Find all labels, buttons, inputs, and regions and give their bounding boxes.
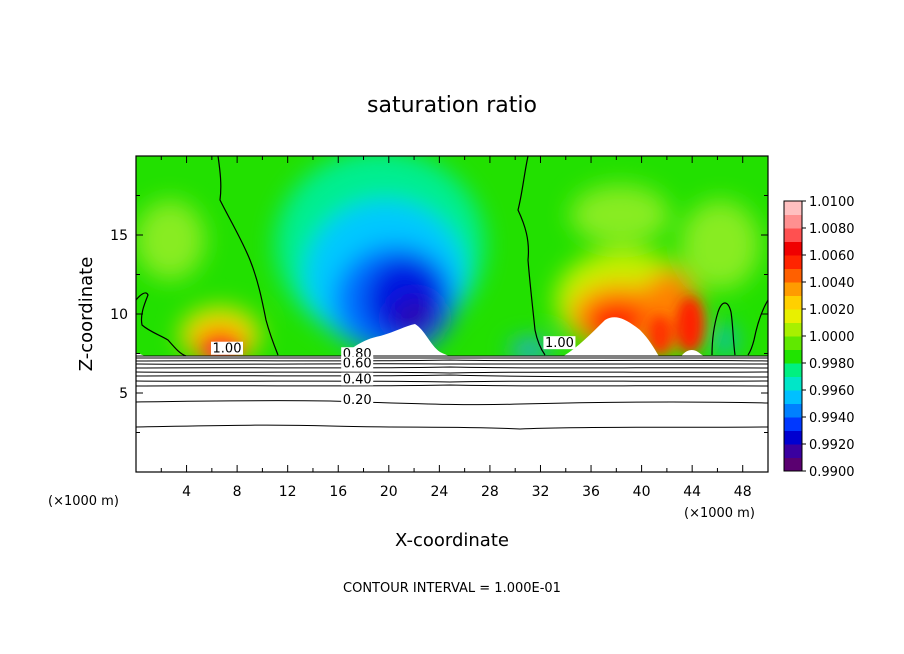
x-tick-label: 12	[279, 484, 297, 500]
colorbar-swatch	[784, 417, 802, 431]
contour-line	[136, 400, 768, 406]
colorbar-swatch	[784, 241, 802, 256]
contour-line	[136, 380, 768, 383]
colorbar-label: 0.9980	[809, 357, 855, 372]
contour-label-bg	[211, 341, 244, 355]
colorbar-swatch	[784, 403, 802, 418]
contour-line	[136, 363, 768, 365]
x-tick-label: 28	[481, 484, 499, 500]
colorbar-swatch	[784, 444, 802, 458]
contour-line	[136, 374, 768, 378]
region-cyan	[715, 326, 735, 354]
contour-line-1.00	[747, 299, 768, 356]
colorbar-label: 1.0080	[809, 222, 855, 237]
contour-label-bg	[341, 393, 374, 407]
saturation-field	[136, 156, 768, 356]
colorbar-swatch	[784, 282, 802, 296]
colorbar-swatch	[784, 376, 802, 391]
region-cyan	[510, 340, 550, 356]
contour-line	[136, 359, 768, 362]
colorbar-swatch	[784, 295, 802, 310]
x-tick-label: 48	[734, 484, 752, 500]
x-tick-label: 40	[633, 484, 651, 500]
colorbar-label: 0.9900	[809, 465, 855, 480]
contour-interval-note: CONTOUR INTERVAL = 1.000E-01	[343, 581, 561, 596]
colorbar-swatch	[784, 363, 802, 377]
colorbar-swatch	[784, 457, 802, 472]
x-tick-label: 32	[532, 484, 550, 500]
contour-line-1.00	[711, 302, 736, 356]
x-tick-label: 44	[683, 484, 701, 500]
contour-labels: 1.00 1.000.800.600.400.20	[211, 336, 576, 408]
colorbar-label: 1.0040	[809, 276, 855, 291]
colorbar-swatch	[784, 201, 802, 215]
y-axis-title: Z-coordinate	[76, 257, 97, 372]
contour-label-bg	[341, 356, 374, 370]
x-tick-label: 16	[329, 484, 347, 500]
contour-label: 0.40	[343, 373, 372, 388]
region-light-green	[570, 185, 670, 245]
contour-label-bg	[543, 336, 576, 350]
colorbar: 1.0100 1.0080 1.0060 1.0040 1.0020 1.0000 0.99…	[783, 195, 855, 480]
contour-label-bg	[341, 372, 374, 386]
chart-title: saturation ratio	[367, 93, 537, 118]
contour-line-1.00	[517, 156, 546, 356]
region-light-green	[136, 200, 205, 280]
colorbar-blocks	[784, 201, 802, 472]
colorbar-label: 0.9940	[809, 411, 855, 426]
x-axis-title: X-coordinate	[395, 530, 509, 551]
colorbar-swatch	[784, 255, 802, 269]
x-axis: 4 8 12 16 20 24 28 32 36 40 44 48	[160, 156, 752, 500]
colorbar-swatch	[784, 309, 802, 323]
colorbar-swatch	[784, 336, 802, 350]
colorbar-swatch	[784, 430, 802, 445]
colorbar-swatch	[784, 349, 802, 364]
colorbar-swatch	[784, 228, 802, 242]
contour-label: 1.00	[213, 342, 242, 357]
region-deep-red	[676, 297, 704, 353]
contour-line-1.00	[217, 156, 279, 356]
contour-lines-upper	[136, 156, 768, 357]
x-tick-label: 24	[430, 484, 448, 500]
colorbar-label: 0.9960	[809, 384, 855, 399]
colorbar-label: 1.0020	[809, 303, 855, 318]
contour-line	[136, 366, 768, 369]
colorbar-swatch	[784, 322, 802, 337]
contour-line	[136, 424, 768, 430]
x-axis-unit-left: (×1000 m)	[48, 494, 119, 509]
unsaturated-region	[681, 350, 704, 356]
contour-lines-lower	[136, 355, 768, 430]
colorbar-ticks: 1.0100 1.0080 1.0060 1.0040 1.0020 1.0000 0.99…	[802, 195, 855, 480]
contour-line-1.00	[136, 292, 187, 357]
x-tick-label: 4	[182, 484, 191, 500]
plot-area: 1.00 1.000.800.600.400.20	[135, 155, 769, 473]
colorbar-label: 1.0000	[809, 330, 855, 345]
x-tick-label: 20	[380, 484, 398, 500]
contour-label: 0.60	[343, 357, 372, 372]
unsaturated-region	[563, 317, 659, 356]
colorbar-label: 1.0100	[809, 195, 855, 210]
y-tick-label: 5	[119, 386, 128, 402]
x-tick-label: 36	[582, 484, 600, 500]
colorbar-swatch	[784, 214, 802, 229]
y-tick-label: 10	[110, 307, 128, 323]
y-axis: 5 10 15	[110, 195, 768, 433]
colorbar-label: 0.9920	[809, 438, 855, 453]
y-tick-label: 15	[110, 228, 128, 244]
colorbar-swatch	[784, 268, 802, 283]
x-tick-label: 8	[233, 484, 242, 500]
region-deep-red	[648, 315, 672, 355]
x-axis-unit-right: (×1000 m)	[684, 506, 755, 521]
colorbar-label: 1.0060	[809, 249, 855, 264]
colorbar-swatch	[784, 390, 802, 404]
contour-line	[136, 384, 768, 387]
region-light-green	[680, 200, 760, 290]
contour-label: 1.00	[545, 336, 574, 351]
contour-line	[136, 371, 768, 374]
contour-label: 0.20	[343, 393, 372, 408]
